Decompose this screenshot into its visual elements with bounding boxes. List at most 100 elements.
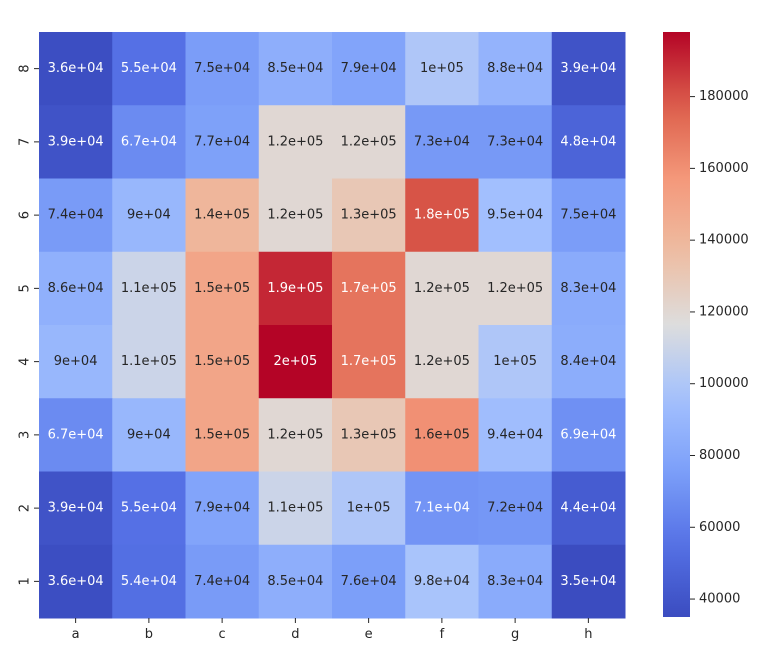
cell-annotation: 1.2e+05 — [414, 354, 470, 369]
heatmap-cell — [39, 325, 113, 399]
colorbar-tick-label: 40000 — [699, 592, 740, 607]
cell-annotation: 5.5e+04 — [121, 501, 177, 516]
heatmap-cell — [551, 32, 626, 106]
heatmap-cell — [478, 471, 553, 546]
y-tick-label: 1 — [18, 577, 33, 585]
cell-annotation: 8.4e+04 — [560, 354, 616, 369]
heatmap-cell — [405, 325, 479, 399]
cell-annotation: 3.9e+04 — [48, 501, 104, 516]
colorbar-tick-label: 180000 — [699, 89, 749, 104]
heatmap-cell — [551, 105, 626, 179]
cell-annotation: 3.6e+04 — [48, 61, 104, 76]
y-tick-label: 4 — [18, 357, 33, 365]
cell-annotation: 8.3e+04 — [487, 574, 543, 589]
heatmap-cell — [39, 178, 113, 253]
heatmap-cell — [39, 32, 113, 106]
x-tick-label: a — [72, 627, 80, 642]
cell-annotation: 9e+04 — [127, 427, 171, 442]
cell-annotation: 3.9e+04 — [560, 61, 616, 76]
cell-annotation: 7.9e+04 — [341, 61, 397, 76]
heatmap-cell — [332, 178, 406, 253]
heatmap-cell — [478, 178, 553, 253]
heatmap-cell — [551, 178, 626, 253]
heatmap-cell — [332, 325, 406, 399]
heatmap-cell — [551, 325, 626, 399]
x-tick-label: c — [219, 627, 226, 642]
heatmap-cell — [478, 544, 553, 619]
cell-annotation: 8.3e+04 — [560, 281, 616, 296]
heatmap-cell — [478, 325, 553, 399]
cell-annotation: 1.1e+05 — [121, 281, 177, 296]
heatmap-cell — [112, 251, 186, 326]
cell-annotation: 1.3e+05 — [341, 427, 397, 442]
y-tick-label: 5 — [18, 284, 33, 292]
cell-annotation: 7.9e+04 — [194, 501, 250, 516]
heatmap-cell — [185, 544, 260, 619]
heatmap-cell — [478, 251, 553, 326]
cell-annotation: 1.2e+05 — [414, 281, 470, 296]
heatmap-cell — [478, 105, 553, 179]
cell-annotation: 1.2e+05 — [267, 134, 323, 149]
heatmap-cell — [258, 32, 333, 106]
heatmap-cell — [39, 398, 113, 472]
y-tick-label: 6 — [18, 211, 33, 219]
y-tick-label: 8 — [18, 64, 33, 72]
heatmap-cell — [478, 32, 553, 106]
x-tick-label: b — [145, 627, 153, 642]
cell-annotation: 4.8e+04 — [560, 134, 616, 149]
heatmap-cell — [258, 325, 333, 399]
cell-annotation: 1.7e+05 — [341, 354, 397, 369]
x-axis: a b c d e f g h — [72, 618, 593, 642]
x-tick-label: f — [440, 627, 445, 642]
cell-annotation: 7.4e+04 — [194, 574, 250, 589]
colorbar-tick-label: 100000 — [699, 376, 749, 391]
heatmap-cell — [112, 325, 186, 399]
colorbar-tick-label: 80000 — [699, 448, 740, 463]
cell-annotation: 5.5e+04 — [121, 61, 177, 76]
colorbar-tick-label: 140000 — [699, 233, 749, 248]
colorbar — [663, 32, 690, 617]
heatmap-cell — [258, 178, 333, 253]
cell-annotation: 7.5e+04 — [560, 208, 616, 223]
cell-annotation: 1.2e+05 — [267, 427, 323, 442]
cell-annotation: 6.7e+04 — [48, 427, 104, 442]
heatmap-cell — [478, 398, 553, 472]
cell-annotation: 9.8e+04 — [414, 574, 470, 589]
cell-annotation: 1.9e+05 — [267, 281, 323, 296]
cell-annotation: 4.4e+04 — [560, 501, 616, 516]
cell-annotation: 3.9e+04 — [48, 134, 104, 149]
cell-annotation: 6.9e+04 — [560, 427, 616, 442]
cell-annotation: 3.5e+04 — [560, 574, 616, 589]
cell-annotation: 1e+05 — [347, 501, 391, 516]
heatmap-cell — [112, 471, 186, 546]
cell-annotation: 7.1e+04 — [414, 501, 470, 516]
heatmap-cell — [405, 178, 479, 253]
cell-annotation: 1.5e+05 — [194, 281, 250, 296]
cell-annotation: 1.1e+05 — [121, 354, 177, 369]
heatmap-cell — [551, 398, 626, 472]
cell-annotation: 7.7e+04 — [194, 134, 250, 149]
cell-annotation: 1.8e+05 — [414, 208, 470, 223]
heatmap-cell — [332, 251, 406, 326]
cell-annotation: 8.6e+04 — [48, 281, 104, 296]
colorbar-tick-label: 60000 — [699, 520, 740, 535]
heatmap-cell — [112, 105, 186, 179]
cell-annotation: 2e+05 — [274, 354, 318, 369]
heatmap-cell — [185, 325, 260, 399]
heatmap-cell — [112, 398, 186, 472]
cell-annotation: 9e+04 — [54, 354, 98, 369]
cell-annotation: 7.5e+04 — [194, 61, 250, 76]
heatmap-cell — [405, 32, 479, 106]
cell-annotation: 1e+05 — [493, 354, 537, 369]
heatmap-cell — [39, 544, 113, 619]
heatmap-cell — [258, 251, 333, 326]
cell-annotation: 1.6e+05 — [414, 427, 470, 442]
heatmap-cell — [405, 471, 479, 546]
cell-annotation: 5.4e+04 — [121, 574, 177, 589]
heatmap-cell — [332, 32, 406, 106]
heatmap-cell — [332, 105, 406, 179]
heatmap-cell — [185, 105, 260, 179]
cell-annotation: 7.4e+04 — [48, 208, 104, 223]
heatmap-cell — [185, 251, 260, 326]
heatmap-cell — [185, 398, 260, 472]
